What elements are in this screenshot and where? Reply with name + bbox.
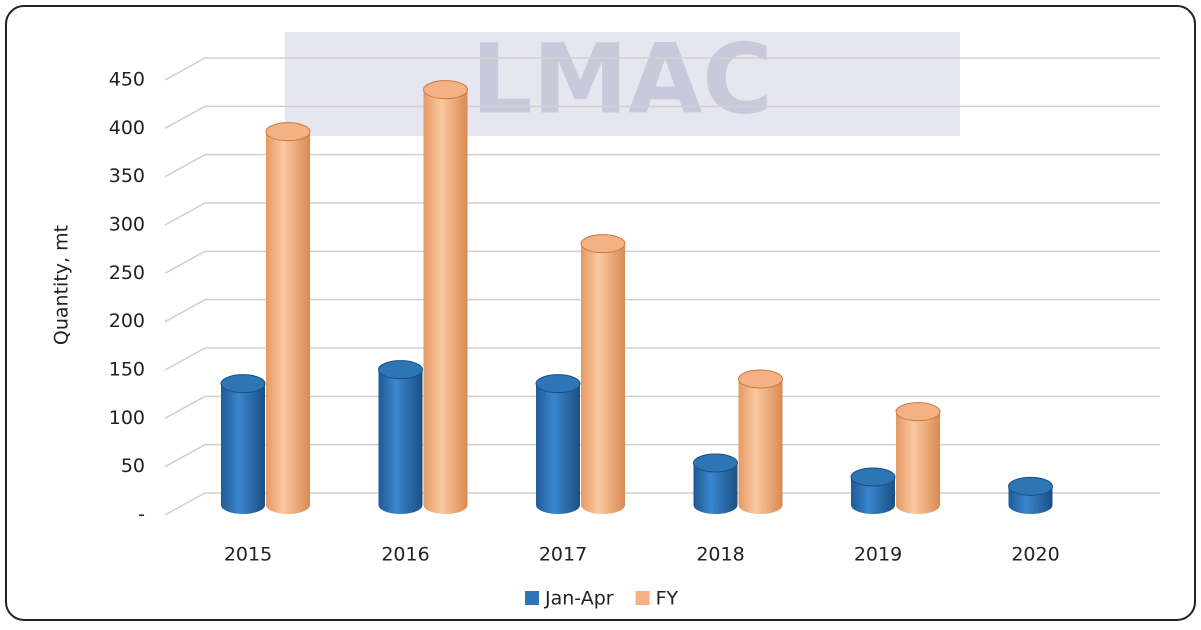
bar — [221, 384, 265, 514]
bar-cap — [221, 375, 265, 393]
y-tick-label: 200 — [109, 310, 145, 332]
bar-cap — [1009, 477, 1053, 495]
bar — [379, 370, 423, 514]
bar — [424, 90, 468, 514]
x-tick-label: 2018 — [696, 544, 744, 566]
legend-label: FY — [656, 588, 679, 610]
chart: LMAC Quantity, mt - 50 100 150 200 250 300 350 4… — [0, 0, 1201, 626]
y-tick-label: 250 — [109, 262, 145, 284]
bar — [896, 412, 940, 514]
legend-swatch — [636, 591, 650, 605]
bar-cap — [379, 361, 423, 379]
y-tick-label: 50 — [121, 455, 145, 477]
y-tick-label: 150 — [109, 359, 145, 381]
bar — [266, 132, 310, 514]
x-tick-label: 2020 — [1011, 544, 1059, 566]
y-axis-title: Quantity, mt — [51, 225, 73, 345]
watermark: LMAC — [471, 23, 772, 135]
bar — [739, 379, 783, 514]
y-tick-label: 350 — [109, 165, 145, 187]
y-tick-label: 400 — [109, 117, 145, 139]
x-tick-label: 2017 — [539, 544, 587, 566]
bar — [581, 244, 625, 514]
y-tick-label: 450 — [109, 69, 145, 91]
bar-cap — [424, 81, 468, 99]
x-tick-label: 2019 — [854, 544, 902, 566]
bar-cap — [536, 375, 580, 393]
bar-cap — [694, 454, 738, 472]
y-tick-label: - — [138, 504, 145, 526]
legend-label: Jan-Apr — [544, 588, 614, 610]
bar-cap — [739, 370, 783, 388]
bar-cap — [896, 403, 940, 421]
x-tick-label: 2016 — [381, 544, 429, 566]
legend-swatch — [525, 591, 539, 605]
x-tick-label: 2015 — [224, 544, 272, 566]
bar — [536, 384, 580, 514]
bar-cap — [266, 123, 310, 141]
y-tick-label: 100 — [109, 407, 145, 429]
bar-cap — [851, 468, 895, 486]
bar-cap — [581, 235, 625, 253]
y-tick-label: 300 — [109, 214, 145, 236]
